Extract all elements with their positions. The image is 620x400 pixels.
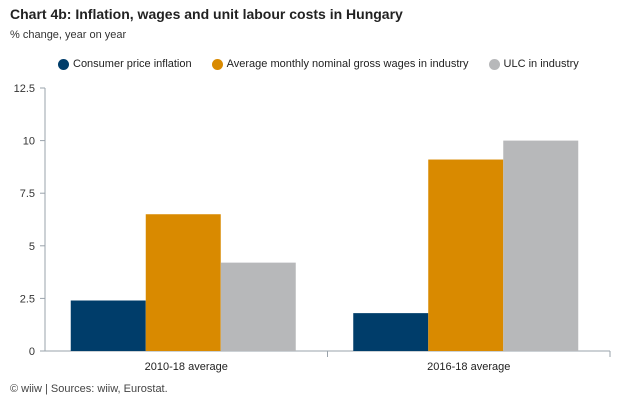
bar [145,214,221,351]
bar [70,300,146,351]
chart-subtitle: % change, year on year [10,29,127,41]
bar [220,262,296,351]
bar [428,159,504,351]
y-tick-label: 2.5 [20,293,35,305]
legend-label-cpi: Consumer price inflation [73,58,192,70]
y-tick-label: 10 [23,136,35,148]
y-tick-label: 0 [29,346,35,358]
y-tick-label: 7.5 [20,188,35,200]
chart-title: Chart 4b: Inflation, wages and unit labo… [10,6,403,22]
legend-item-ulc: ULC in industry [488,58,579,70]
legend-swatch-cpi [58,58,69,70]
legend-label-wages: Average monthly nominal gross wages in i… [226,58,469,70]
legend-label-ulc: ULC in industry [503,58,579,70]
legend-swatch-wages [211,58,223,70]
chart-legend: Consumer price inflation Average monthly… [58,58,599,70]
label-layer: 0 2.5 5 7.5 10 12.5 2010-18 average 2016-18 ave… [14,83,511,373]
x-tick-label: 2016-18 average [427,361,510,373]
x-tick-label: 2010-18 average [145,361,228,373]
y-tick-label: 5 [29,241,35,253]
bar [353,313,429,351]
source-note: © wiiw | Sources: wiiw, Eurostat. [10,383,168,395]
legend-item-cpi: Consumer price inflation [58,58,192,70]
bar [503,140,579,351]
legend-item-wages: Average monthly nominal gross wages in i… [211,58,469,70]
bar-layer [70,140,579,351]
legend-swatch-ulc [488,58,500,70]
y-tick-label: 12.5 [14,83,35,95]
